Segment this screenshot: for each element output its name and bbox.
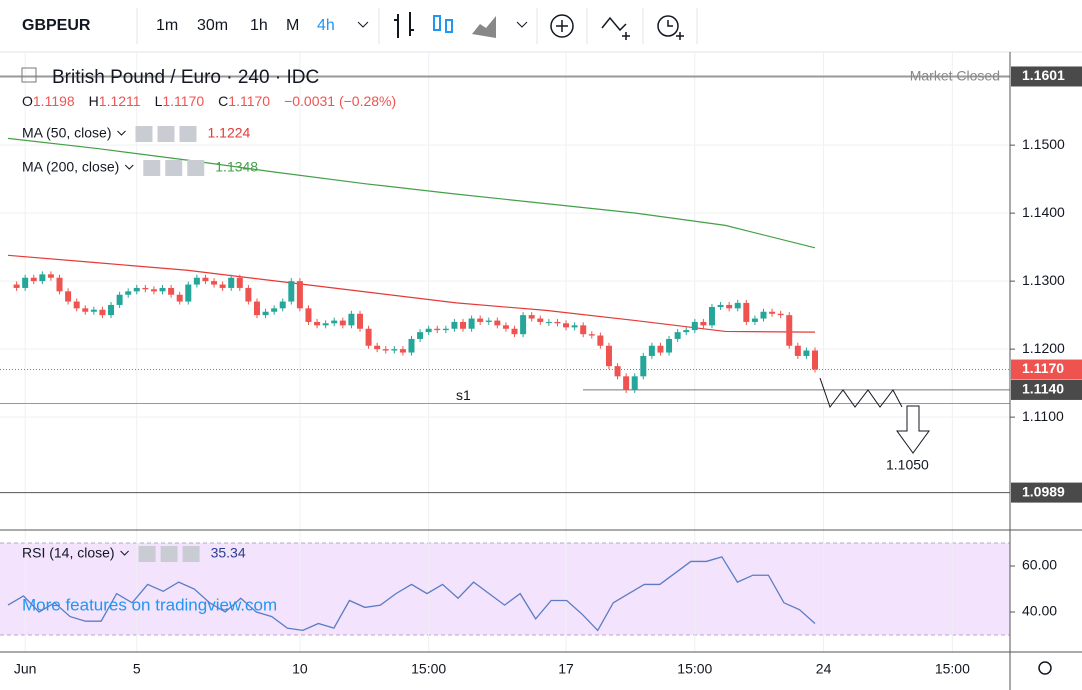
- y-tick-label: 60.00: [1022, 557, 1057, 573]
- x-tick-label: 17: [558, 661, 574, 677]
- indicator-control[interactable]: [143, 160, 161, 176]
- indicator-control[interactable]: [165, 160, 183, 176]
- rsi-line: [7, 556, 816, 632]
- ohlc-value: 1.1211: [99, 93, 141, 109]
- dropdown-icon[interactable]: [516, 21, 528, 28]
- area-icon[interactable]: [472, 16, 496, 38]
- indicator-control[interactable]: [157, 126, 175, 142]
- indicator-control[interactable]: [182, 546, 200, 562]
- ohlc-key: C: [218, 93, 228, 109]
- spacer: [204, 93, 218, 109]
- indicator-control[interactable]: [160, 546, 178, 562]
- interval[interactable]: M: [286, 17, 299, 34]
- ohlc-key: O: [22, 93, 33, 109]
- plus: [556, 20, 568, 32]
- indicators-icon[interactable]: [550, 14, 574, 38]
- moving-average: [7, 254, 816, 333]
- price-badge: [1011, 482, 1082, 503]
- spacer: [75, 93, 89, 109]
- alert-plus: [667, 20, 684, 40]
- x-tick-label: 24: [816, 661, 832, 677]
- y-tick-label: 1.1300: [1022, 272, 1065, 288]
- indicator-name: MA (200, close): [22, 159, 119, 175]
- ohlc-value: 1.1170: [228, 93, 270, 109]
- down-arrow: [896, 405, 930, 454]
- ohlc-key: H: [89, 93, 99, 109]
- market-status: Market Closed: [910, 68, 1000, 84]
- collapse-icon[interactable]: [21, 67, 37, 83]
- legend-title: British Pound / Euro · 240 · IDC: [52, 67, 319, 88]
- price-badge: [1011, 359, 1082, 380]
- toolbar: [0, 0, 1082, 52]
- indicator-control[interactable]: [187, 160, 205, 176]
- symbol[interactable]: GBPEUR: [22, 17, 91, 34]
- indicator-value: 1.1348: [215, 159, 258, 175]
- spacer: [270, 93, 284, 109]
- change: −0.0031 (−0.28%): [284, 93, 396, 109]
- interval[interactable]: 1h: [250, 17, 268, 34]
- bars-icon[interactable]: [394, 12, 414, 38]
- indicator-control[interactable]: [138, 546, 156, 562]
- plot: [0, 52, 1010, 652]
- candles-icon-2: [445, 19, 453, 33]
- target-label: 1.1050: [886, 457, 929, 473]
- price-badge-label: 1.1140: [1022, 381, 1064, 397]
- indicator-name: RSI (14, close): [22, 545, 115, 561]
- x-tick-label: 10: [292, 661, 308, 677]
- price-badge: [1011, 379, 1082, 400]
- interval[interactable]: 30m: [197, 17, 228, 34]
- moving-average: [7, 137, 816, 249]
- x-tick-label: 15:00: [935, 661, 970, 677]
- dropdown-icon[interactable]: [117, 130, 126, 136]
- alert-icon[interactable]: [657, 15, 679, 37]
- indicator-value: 35.34: [211, 545, 246, 561]
- price-badge-label: 1.1601: [1022, 67, 1065, 83]
- support-label: s1: [456, 387, 471, 403]
- x-tick-label: 5: [133, 661, 141, 677]
- y-tick-label: 1.1200: [1022, 340, 1065, 356]
- indicator-control[interactable]: [179, 126, 197, 142]
- dropdown-icon[interactable]: [120, 550, 129, 556]
- y-tick-label: 1.1100: [1022, 408, 1064, 424]
- projection-zigzag: [819, 377, 903, 409]
- dropdown-icon[interactable]: [357, 21, 369, 28]
- settings-icon[interactable]: [1038, 661, 1052, 675]
- price-badge-label: 1.1170: [1022, 360, 1064, 376]
- indicator-name: MA (50, close): [22, 125, 111, 141]
- ohlc-value: 1.1198: [33, 93, 75, 109]
- ohlc-value: 1.1170: [162, 93, 204, 109]
- y-tick-label: 1.1500: [1022, 136, 1065, 152]
- x-tick-label: Jun: [14, 661, 37, 677]
- candles-icon[interactable]: [433, 15, 441, 31]
- ohlc-key: L: [155, 93, 163, 109]
- ohlc-legend: O1.1198 H1.1211 L1.1170 C1.1170 −0.0031 …: [22, 93, 396, 109]
- y-tick-label: 40.00: [1022, 603, 1057, 619]
- indicator-control[interactable]: [135, 126, 153, 142]
- x-tick-label: 15:00: [677, 661, 712, 677]
- compare-icon[interactable]: [601, 16, 630, 40]
- price-badge-label: 1.0989: [1022, 483, 1065, 499]
- dropdown-icon[interactable]: [124, 164, 134, 170]
- indicator-value: 1.1224: [207, 125, 250, 141]
- spacer: [141, 93, 155, 109]
- y-tick-label: 1.1400: [1022, 204, 1065, 220]
- x-tick-label: 15:00: [411, 661, 446, 677]
- price-badge: [1011, 66, 1082, 87]
- interval[interactable]: 4h: [317, 17, 335, 34]
- interval[interactable]: 1m: [156, 17, 178, 34]
- watermark[interactable]: More features on tradingview.com: [22, 595, 277, 614]
